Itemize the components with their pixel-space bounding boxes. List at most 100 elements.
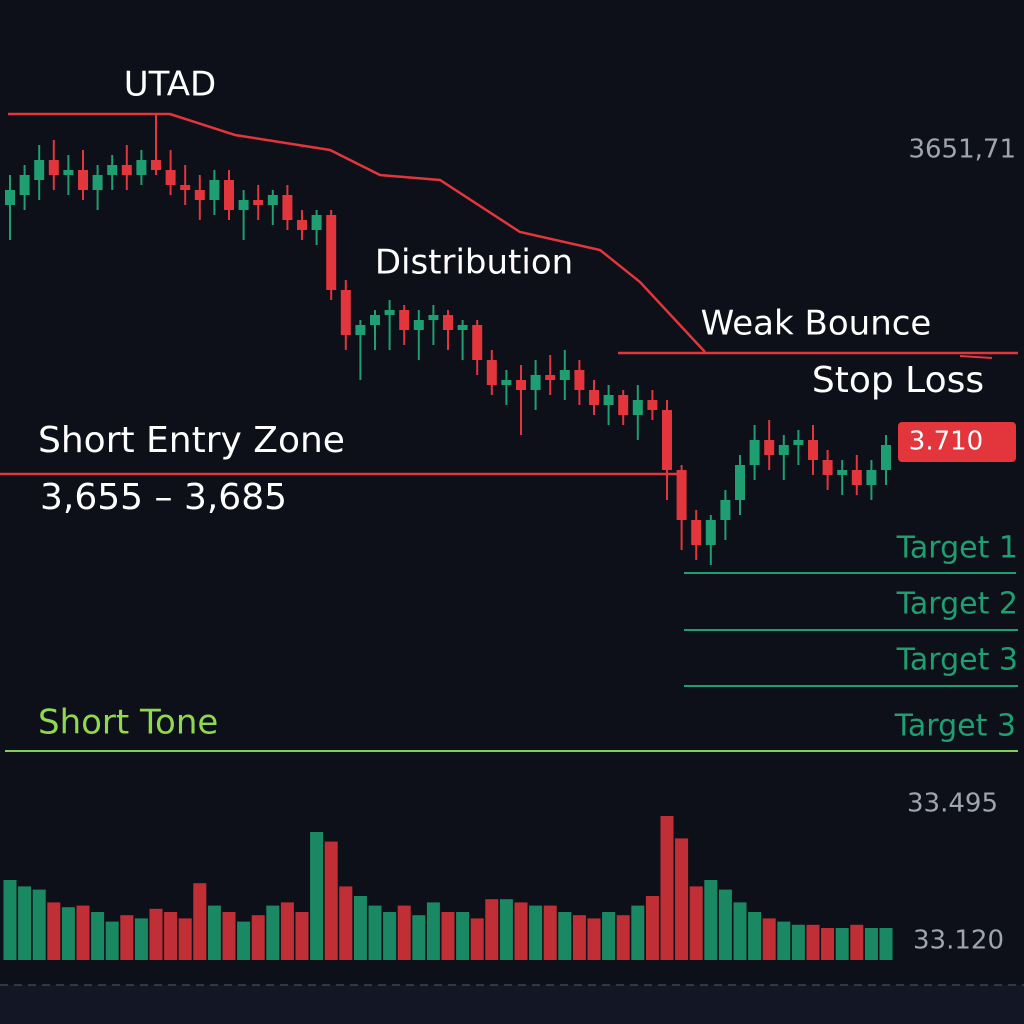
candle-body [384, 310, 395, 315]
candle-body [516, 380, 526, 390]
candle-body [866, 470, 877, 485]
candle-body [603, 395, 614, 405]
volume-bar [485, 899, 499, 960]
volume-bar [207, 905, 221, 960]
volume-bar [441, 912, 455, 960]
volume-bar [32, 889, 46, 960]
candle-body [5, 190, 15, 205]
price-label: 3.710 [909, 427, 983, 457]
annotation: Distribution [375, 243, 573, 283]
volume-bar [61, 907, 75, 960]
candle-body [822, 460, 833, 475]
volume-bar [149, 908, 163, 960]
candle-body [749, 440, 760, 465]
annotation: UTAD [124, 65, 216, 105]
candle-body [121, 165, 132, 175]
candle-body [545, 375, 556, 380]
candle-body [34, 160, 45, 180]
candle-body [559, 370, 570, 380]
price-label: 33.495 [907, 789, 998, 819]
volume-bar [587, 918, 601, 960]
target-label: Target 2 [896, 587, 1018, 622]
volume-bar [864, 928, 878, 960]
volume-bar [412, 915, 426, 960]
volume-bar [456, 912, 470, 960]
volume-bar [470, 918, 484, 960]
volume-bar [324, 841, 338, 960]
volume-bar [835, 928, 849, 960]
candle-body [253, 200, 264, 205]
volume-bar [850, 924, 864, 960]
annotation: Short Tone [38, 703, 218, 743]
annotation: Stop Loss [812, 360, 984, 401]
candle-body [457, 325, 468, 330]
candle-body [808, 440, 818, 460]
candle-body [340, 290, 351, 335]
candle-body [78, 170, 88, 190]
volume-bar [18, 886, 32, 960]
volume-bar [791, 924, 805, 960]
volume-bar [178, 918, 192, 960]
candle-body [851, 470, 862, 485]
volume-bars [3, 816, 893, 960]
candle-body [676, 470, 687, 520]
candle-body [735, 465, 745, 500]
candle-body [370, 315, 380, 325]
volume-bar [383, 912, 397, 960]
candle-body [720, 500, 731, 520]
candle-body [413, 320, 424, 330]
volume-bar [602, 912, 616, 960]
candle-body [63, 170, 74, 175]
volume-bar [660, 816, 674, 960]
candle-body [224, 180, 234, 210]
volume-bar [543, 905, 557, 960]
candle-body [486, 360, 497, 385]
candle-body [107, 165, 118, 175]
volume-bar [806, 924, 820, 960]
candle-body [472, 325, 483, 360]
candle-body [165, 170, 176, 185]
candle-body [662, 410, 672, 470]
volume-bar [675, 838, 689, 960]
candle-body [443, 315, 453, 330]
volume-bar [47, 902, 61, 960]
price-label: 33.120 [913, 926, 1004, 956]
candle-body [355, 325, 366, 335]
volume-bar [645, 896, 659, 960]
candle-body [428, 315, 439, 320]
volume-bar [134, 918, 148, 960]
volume-bar [733, 902, 747, 960]
volume-bar [266, 905, 280, 960]
candle-body [48, 160, 59, 175]
volume-bar [748, 912, 762, 960]
candle-body [647, 400, 658, 410]
volume-bar [339, 886, 353, 960]
volume-bar [821, 928, 835, 960]
candle-body [238, 200, 249, 210]
volume-bar [353, 896, 367, 960]
footer-band [0, 985, 1024, 1024]
volume-bar [105, 921, 119, 960]
price-badge [898, 422, 1016, 462]
candle-body [209, 180, 220, 200]
volume-bar [689, 886, 703, 960]
volume-bar [368, 905, 382, 960]
candle-body [793, 440, 804, 445]
candle-body [618, 395, 629, 415]
candle-body [326, 215, 337, 290]
candle-body [136, 160, 147, 175]
candle-body [267, 195, 278, 205]
candle-body [311, 215, 322, 230]
volume-bar [572, 915, 586, 960]
candle-body [180, 185, 191, 190]
candle-body [297, 220, 307, 230]
candle-body [574, 370, 585, 390]
volume-bar [397, 905, 411, 960]
candle-body [92, 175, 103, 190]
candle-body [501, 380, 512, 385]
candle-body [837, 470, 848, 475]
volume-bar [529, 905, 543, 960]
candle-body [632, 400, 643, 415]
volume-bar [777, 921, 791, 960]
